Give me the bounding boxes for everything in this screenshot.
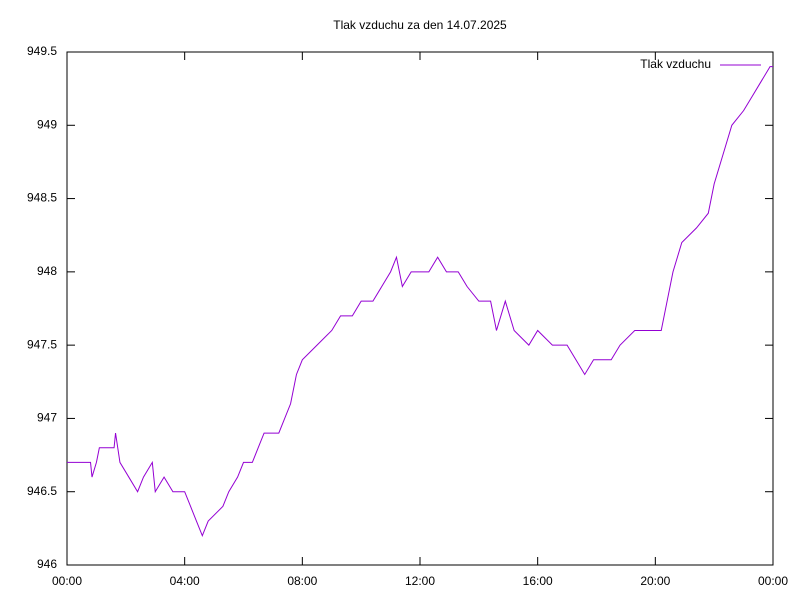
legend-label: Tlak vzduchu (640, 57, 711, 71)
plot-border (66, 51, 774, 566)
x-tick-label: 00:00 (758, 574, 788, 588)
x-tick-label: 16:00 (523, 574, 553, 588)
x-tick-label: 20:00 (640, 574, 670, 588)
y-tick-label: 946 (37, 557, 57, 571)
x-tick-label: 04:00 (170, 574, 200, 588)
x-tick-label: 12:00 (405, 574, 435, 588)
y-tick-label: 948.5 (27, 191, 57, 205)
y-tick-label: 946.5 (27, 484, 57, 498)
y-tick-label: 949.5 (27, 44, 57, 58)
y-tick-label: 947 (37, 411, 57, 425)
x-tick-label: 08:00 (287, 574, 317, 588)
data-line (67, 66, 773, 538)
y-tick-label: 949 (37, 117, 57, 131)
chart-title: Tlak vzduchu za den 14.07.2025 (333, 18, 507, 32)
y-tick-label: 948 (37, 264, 57, 278)
y-tick-label: 947.5 (27, 337, 57, 351)
x-tick-label: 00:00 (52, 574, 82, 588)
